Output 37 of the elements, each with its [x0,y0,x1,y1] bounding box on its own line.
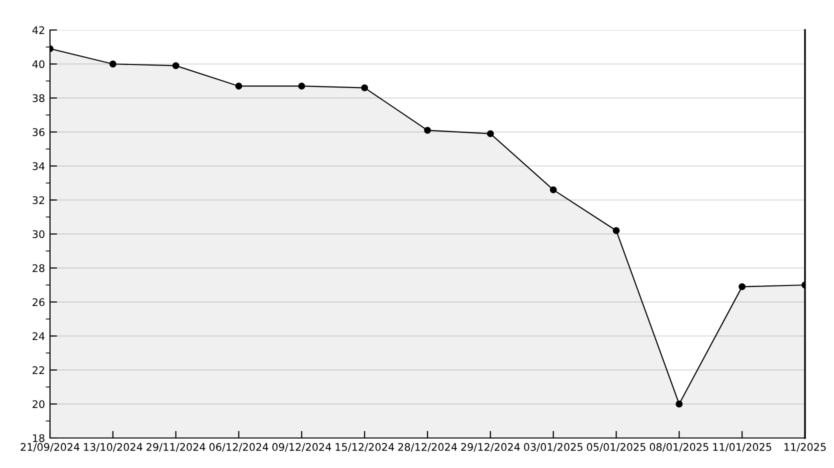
y-tick-label: 32 [32,196,44,204]
y-tick-label: 40 [32,60,44,68]
y-tick-label: 24 [32,332,45,340]
x-tick-label: 08/01/2025 [650,443,708,452]
x-tick-label: 05/01/2025 [586,443,646,452]
y-tick-label: 28 [32,264,44,272]
x-tick-label: 15/12/2024 [336,443,394,452]
point [109,60,116,68]
y-tick-label: 42 [32,26,44,34]
x-tick-label: 11/2025 [784,443,826,452]
x-tick-label: 29/12/2024 [461,443,520,452]
x-tick-label: 28/12/2024 [398,443,457,452]
point [676,400,683,408]
point [486,130,494,138]
x-tick-label: 09/12/2024 [272,443,332,452]
y-tick-label: 38 [32,94,44,102]
x-tick-label: 11/01/2025 [713,443,772,452]
y-tick-label: 18 [33,434,44,442]
point [612,227,620,234]
point [172,62,180,70]
y-tick-label: 36 [32,128,44,136]
y-tick-label: 26 [32,298,44,306]
point [361,84,368,92]
y-tick-label: 34 [32,162,45,170]
y-tick-label: 22 [32,366,44,374]
point [738,283,746,290]
x-tick-label: 21/09/2024 [20,443,80,452]
point [550,186,557,194]
x-tick-label: 13/10/2024 [84,443,142,452]
point [424,126,431,134]
x-tick-label: 06/12/2024 [209,443,268,452]
y-tick-label: 20 [32,400,44,408]
x-tick-label: 29/11/2024 [146,443,206,452]
x-tick-label: 03/01/2025 [524,443,582,452]
point [235,82,242,90]
y-tick-label: 30 [32,230,44,238]
point [298,82,306,90]
